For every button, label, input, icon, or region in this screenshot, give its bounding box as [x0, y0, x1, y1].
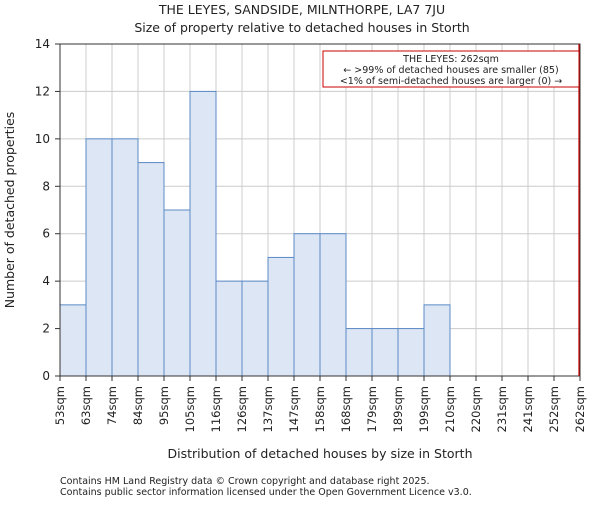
annotation-line-1: THE LEYES: 262sqm	[402, 54, 499, 65]
bar-179sqm	[371, 328, 399, 377]
x-tick-label: 95sqm	[157, 386, 171, 425]
x-tick-label: 84sqm	[131, 386, 145, 425]
bar-74sqm	[111, 138, 139, 377]
x-tick-label: 262sqm	[573, 386, 587, 432]
bar-84sqm	[137, 162, 165, 377]
x-tick-label: 137sqm	[261, 386, 275, 432]
x-tick-label: 189sqm	[391, 386, 405, 432]
bar-137sqm	[267, 256, 295, 377]
x-tick-label: 199sqm	[417, 386, 431, 432]
bars-layer	[59, 90, 451, 377]
bar-168sqm	[345, 328, 373, 377]
y-tick-label: 6	[42, 227, 50, 241]
x-tick-label: 126sqm	[235, 386, 249, 432]
y-axis-label: Number of detached properties	[2, 112, 17, 309]
x-tick-label: 63sqm	[79, 386, 93, 425]
x-tick-label: 116sqm	[209, 386, 223, 432]
footer-line-1: Contains HM Land Registry data © Crown c…	[60, 476, 430, 487]
bar-53sqm	[59, 304, 87, 377]
x-tick-label: 168sqm	[339, 386, 353, 432]
x-tick-label: 158sqm	[313, 386, 327, 432]
y-tick-label: 12	[35, 84, 50, 98]
bar-158sqm	[319, 233, 347, 377]
y-tick-label: 10	[35, 132, 50, 146]
bar-189sqm	[397, 328, 425, 377]
annotation-line-3: <1% of semi-detached houses are larger (…	[340, 76, 562, 87]
annotation-line-2: ← >99% of detached houses are smaller (8…	[343, 65, 558, 76]
chart-title: THE LEYES, SANDSIDE, MILNTHORPE, LA7 7JU	[158, 2, 445, 17]
bar-199sqm	[423, 304, 451, 377]
x-tick-label: 220sqm	[469, 386, 483, 432]
x-tick-label: 105sqm	[183, 386, 197, 432]
chart-subtitle: Size of property relative to detached ho…	[134, 20, 469, 35]
x-tick-label: 241sqm	[521, 386, 535, 432]
bar-105sqm	[189, 90, 217, 377]
bar-126sqm	[241, 280, 269, 377]
annotation-box	[322, 50, 580, 88]
bar-147sqm	[293, 233, 321, 377]
bar-63sqm	[85, 138, 113, 377]
y-tick-label: 8	[42, 179, 50, 193]
x-tick-label: 231sqm	[495, 386, 509, 432]
y-tick-label: 2	[42, 322, 50, 336]
y-tick-label: 4	[42, 274, 50, 288]
y-tick-label: 0	[42, 369, 50, 383]
x-axis: 53sqm 63sqm 74sqm 84sqm 95sqm 105sqm 116sqm 126…	[53, 376, 587, 432]
bar-116sqm	[215, 280, 243, 377]
x-tick-label: 252sqm	[547, 386, 561, 432]
x-tick-label: 74sqm	[105, 386, 119, 425]
x-tick-label: 210sqm	[443, 386, 457, 432]
y-tick-label: 14	[35, 37, 50, 51]
x-tick-label: 179sqm	[365, 386, 379, 432]
x-tick-label: 53sqm	[53, 386, 67, 425]
y-axis: 0 2 4 6 8 10 12 14	[35, 37, 60, 383]
bar-95sqm	[163, 209, 191, 377]
x-tick-label: 147sqm	[287, 386, 301, 432]
annotation-box-group: THE LEYES: 262sqm ← >99% of detached hou…	[322, 50, 580, 88]
x-axis-label: Distribution of detached houses by size …	[167, 446, 472, 461]
footer-line-2: Contains public sector information licen…	[60, 487, 472, 498]
